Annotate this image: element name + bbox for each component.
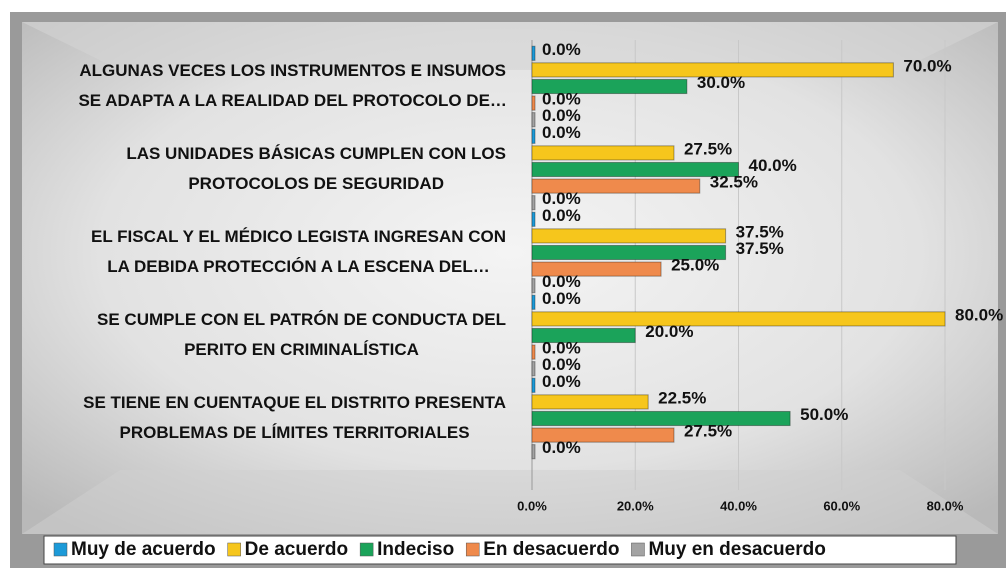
- data-label: 0.0%: [542, 189, 581, 208]
- x-tick-label: 20.0%: [617, 498, 654, 513]
- category-label: SE TIENE EN CUENTAQUE EL DISTRITO PRESEN…: [83, 393, 506, 412]
- bar: [531, 410, 791, 427]
- data-label: 0.0%: [542, 355, 581, 374]
- data-label: 37.5%: [736, 239, 784, 258]
- data-label: 27.5%: [684, 422, 732, 441]
- data-label: 0.0%: [542, 289, 581, 308]
- ceiling: [22, 22, 998, 70]
- data-label: 80.0%: [955, 305, 1003, 324]
- data-label: 0.0%: [542, 272, 581, 291]
- category-label: SE CUMPLE CON EL PATRÓN DE CONDUCTA DEL: [97, 310, 506, 329]
- bar: [531, 62, 894, 78]
- data-label: 50.0%: [800, 405, 848, 424]
- floor: [22, 470, 998, 534]
- bar: [531, 394, 649, 410]
- data-label: 0.0%: [542, 90, 581, 109]
- category-label: LAS UNIDADES BÁSICAS CUMPLEN CON LOS: [126, 144, 506, 163]
- legend-swatch: [465, 542, 480, 557]
- data-label: 0.0%: [542, 372, 581, 391]
- data-label: 40.0%: [749, 156, 797, 175]
- data-label: 20.0%: [645, 322, 693, 341]
- legend-swatch: [631, 542, 645, 557]
- bar: [531, 427, 675, 443]
- legend-label: Muy en desacuerdo: [648, 539, 825, 560]
- bar: [531, 228, 727, 244]
- bar: [531, 344, 536, 360]
- data-label: 0.0%: [542, 123, 581, 142]
- data-label: 0.0%: [542, 206, 581, 225]
- bar: [531, 261, 662, 277]
- bar: [531, 211, 536, 227]
- x-tick-label: 40.0%: [720, 498, 757, 513]
- bar: [531, 95, 536, 111]
- category-label: LA DEBIDA PROTECCIÓN A LA ESCENA DEL…: [107, 257, 490, 276]
- bar: [531, 361, 536, 377]
- x-tick-label: 80.0%: [927, 498, 964, 513]
- bar: [531, 78, 688, 95]
- bar: [531, 377, 536, 393]
- category-label: PROBLEMAS DE LÍMITES TERRITORIALES: [120, 423, 470, 442]
- data-label: 0.0%: [542, 339, 581, 358]
- category-label: PERITO EN CRIMINALÍSTICA: [184, 340, 419, 359]
- legend-box: [43, 535, 957, 565]
- x-tick-label: 0.0%: [517, 498, 547, 513]
- legend-swatch: [227, 542, 241, 557]
- data-label: 0.0%: [542, 438, 581, 457]
- x-tick-label: 60.0%: [823, 498, 860, 513]
- bar: [531, 145, 675, 161]
- category-label: SE ADAPTA A LA REALIDAD DEL PROTOCOLO DE…: [78, 91, 506, 110]
- legend-label: En desacuerdo: [483, 539, 619, 560]
- legend-swatch: [53, 542, 68, 557]
- data-label: 70.0%: [903, 56, 951, 75]
- bar: [531, 278, 536, 294]
- category-label: PROTOCOLOS DE SEGURIDAD: [188, 174, 444, 193]
- bar: [531, 244, 727, 261]
- data-label: 22.5%: [658, 388, 706, 407]
- category-label: ALGUNAS VECES LOS INSTRUMENTOS E INSUMOS: [79, 61, 506, 80]
- category-label: EL FISCAL Y EL MÉDICO LEGISTA INGRESAN C…: [91, 227, 506, 246]
- bar: [531, 161, 739, 178]
- bar: [531, 45, 536, 61]
- data-label: 37.5%: [736, 222, 784, 241]
- bar: [531, 311, 946, 327]
- data-label: 0.0%: [542, 106, 581, 125]
- data-label: 25.0%: [671, 256, 719, 275]
- bar: [531, 444, 536, 460]
- legend-label: Indeciso: [377, 539, 454, 560]
- data-label: 27.5%: [684, 139, 732, 158]
- bar: [531, 294, 536, 310]
- data-label: 32.5%: [710, 173, 758, 192]
- bar: [531, 112, 536, 128]
- data-label: 0.0%: [542, 40, 581, 59]
- bar: [531, 327, 636, 344]
- plot-background: [22, 22, 998, 534]
- legend-label: Muy de acuerdo: [71, 539, 216, 560]
- data-label: 30.0%: [697, 73, 745, 92]
- bar: [531, 195, 536, 211]
- legend-label: De acuerdo: [245, 539, 348, 560]
- bar: [531, 128, 536, 144]
- legend-swatch: [359, 542, 374, 557]
- bar: [531, 178, 701, 194]
